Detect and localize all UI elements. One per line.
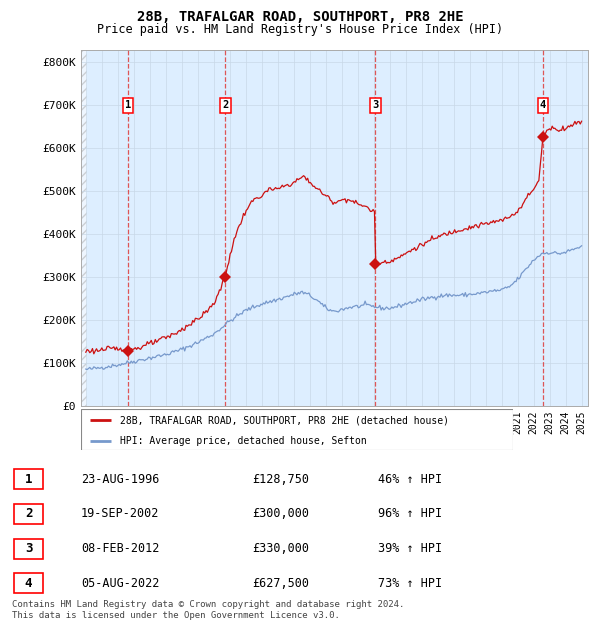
Text: Contains HM Land Registry data © Crown copyright and database right 2024.
This d: Contains HM Land Registry data © Crown c… (12, 600, 404, 619)
Text: 4: 4 (25, 577, 32, 590)
Text: HPI: Average price, detached house, Sefton: HPI: Average price, detached house, Seft… (120, 436, 367, 446)
Text: 28B, TRAFALGAR ROAD, SOUTHPORT, PR8 2HE: 28B, TRAFALGAR ROAD, SOUTHPORT, PR8 2HE (137, 11, 463, 24)
Text: 4: 4 (540, 100, 546, 110)
FancyBboxPatch shape (14, 504, 43, 524)
Text: 1: 1 (125, 100, 131, 110)
Text: 2: 2 (25, 508, 32, 520)
Text: 23-AUG-1996: 23-AUG-1996 (81, 473, 160, 485)
Text: £128,750: £128,750 (252, 473, 309, 485)
Text: £330,000: £330,000 (252, 542, 309, 555)
Text: 05-AUG-2022: 05-AUG-2022 (81, 577, 160, 590)
Text: 39% ↑ HPI: 39% ↑ HPI (378, 542, 442, 555)
Text: 08-FEB-2012: 08-FEB-2012 (81, 542, 160, 555)
Text: 1: 1 (25, 473, 32, 485)
Text: Price paid vs. HM Land Registry's House Price Index (HPI): Price paid vs. HM Land Registry's House … (97, 23, 503, 35)
Text: 28B, TRAFALGAR ROAD, SOUTHPORT, PR8 2HE (detached house): 28B, TRAFALGAR ROAD, SOUTHPORT, PR8 2HE … (120, 415, 449, 425)
Text: 46% ↑ HPI: 46% ↑ HPI (378, 473, 442, 485)
FancyBboxPatch shape (14, 469, 43, 489)
Text: 3: 3 (25, 542, 32, 555)
Text: £300,000: £300,000 (252, 508, 309, 520)
FancyBboxPatch shape (14, 539, 43, 559)
Text: £627,500: £627,500 (252, 577, 309, 590)
Text: 73% ↑ HPI: 73% ↑ HPI (378, 577, 442, 590)
Text: 19-SEP-2002: 19-SEP-2002 (81, 508, 160, 520)
Bar (81, 50, 88, 406)
Text: 2: 2 (222, 100, 229, 110)
FancyBboxPatch shape (14, 574, 43, 593)
Text: 3: 3 (372, 100, 379, 110)
FancyBboxPatch shape (81, 409, 513, 450)
Text: 96% ↑ HPI: 96% ↑ HPI (378, 508, 442, 520)
